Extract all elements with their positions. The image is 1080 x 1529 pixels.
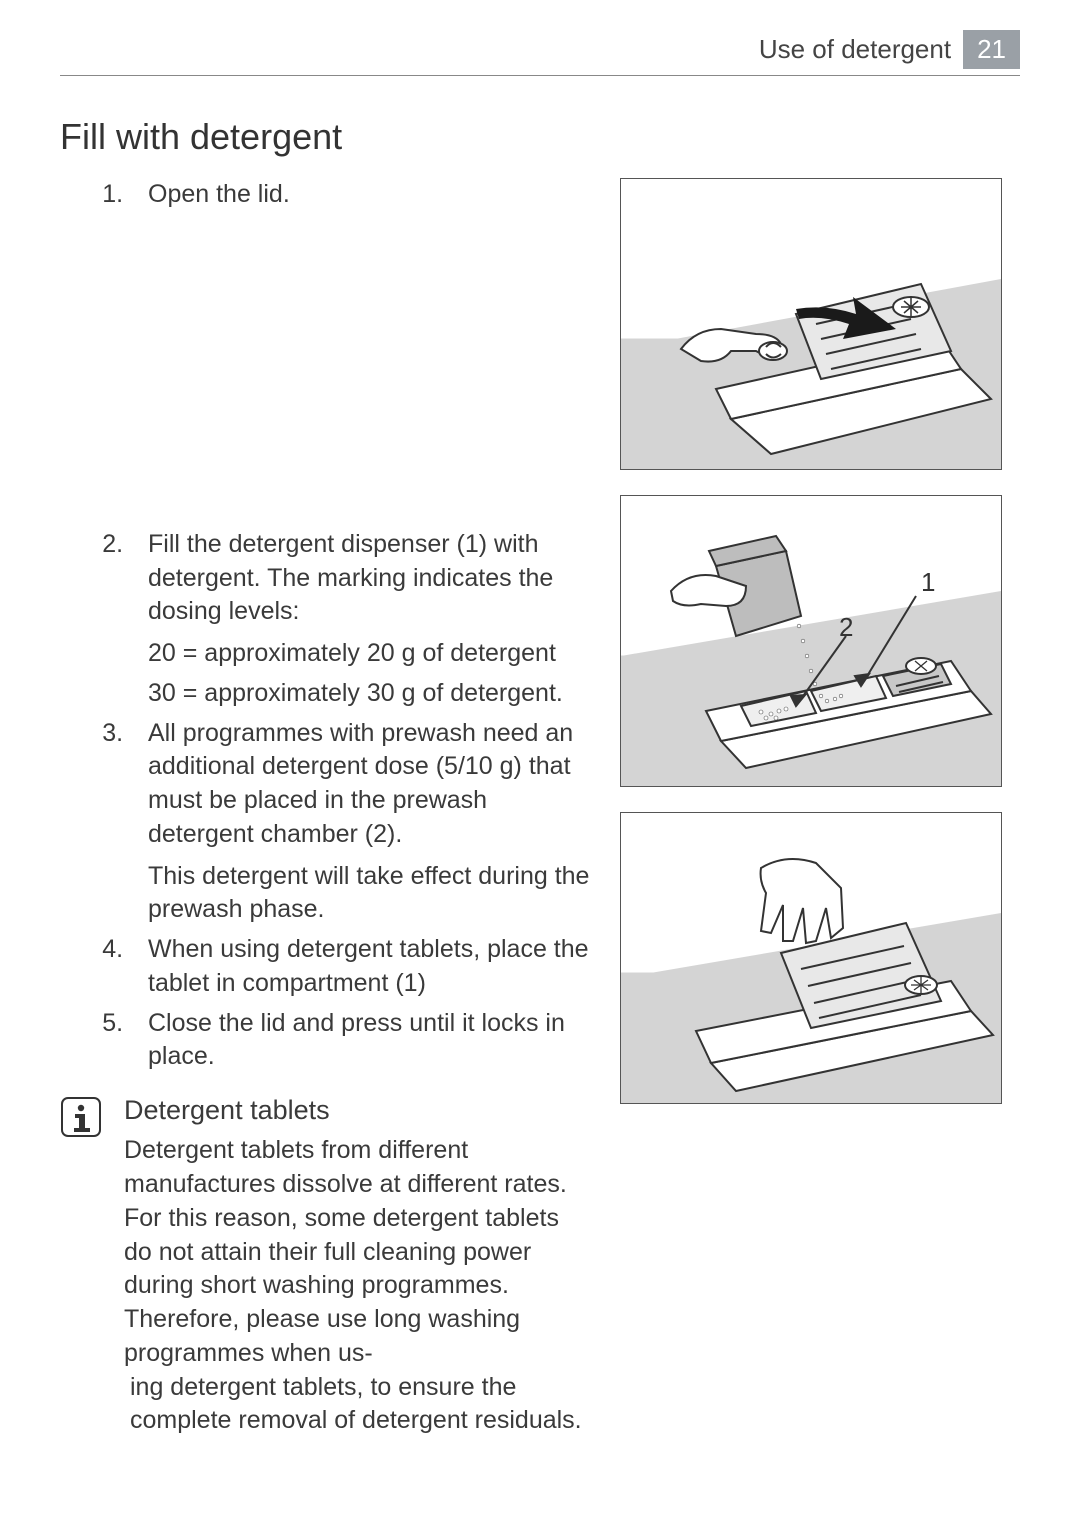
info-text: Detergent tablets Detergent tablets from… <box>124 1092 590 1371</box>
illustration-fill-detergent: 1 2 <box>620 495 1002 787</box>
section-title: Fill with detergent <box>60 116 1020 158</box>
header-title: Use of detergent <box>759 34 951 65</box>
step-1: Open the lid. <box>130 178 590 522</box>
after-text: This detergent will take effect during t… <box>148 860 590 928</box>
step-2: Fill the detergent dispenser (1) with de… <box>130 528 590 711</box>
page-number: 21 <box>963 30 1020 69</box>
step-text: Open the lid. <box>148 180 290 208</box>
info-continuation: ing detergent tablets, to ensure the com… <box>60 1371 590 1439</box>
step-after: This detergent will take effect during t… <box>148 860 590 928</box>
illustration-column: 1 2 <box>620 178 1020 1104</box>
label-1: 1 <box>921 567 935 597</box>
step-sublines: 20 = approximately 20 g of detergent 30 … <box>148 637 590 711</box>
step-4: When using detergent tablets, place the … <box>130 933 590 1001</box>
step-5: Close the lid and press until it locks i… <box>130 1007 590 1075</box>
steps-list: Open the lid. Fill the detergent dispens… <box>60 178 590 1074</box>
step-text: Close the lid and press until it locks i… <box>148 1009 565 1071</box>
subline: 20 = approximately 20 g of detergent <box>148 637 590 671</box>
step-3: All programmes with prewash need an addi… <box>130 717 590 928</box>
page: Use of detergent 21 Fill with detergent … <box>0 0 1080 1478</box>
info-block: Detergent tablets Detergent tablets from… <box>60 1092 590 1371</box>
text-column: Open the lid. Fill the detergent dispens… <box>60 178 590 1438</box>
info-title: Detergent tablets <box>124 1092 590 1128</box>
info-body: Detergent tablets from different manufac… <box>124 1134 590 1370</box>
illustration-open-lid <box>620 178 1002 470</box>
spacer <box>148 212 590 522</box>
content-row: Open the lid. Fill the detergent dispens… <box>60 178 1020 1438</box>
info-icon <box>60 1096 102 1143</box>
step-text: Fill the detergent dispenser (1) with de… <box>148 530 553 626</box>
header: Use of detergent 21 <box>60 30 1020 76</box>
step-text: When using detergent tablets, place the … <box>148 935 589 997</box>
illustration-close-lid <box>620 812 1002 1104</box>
step-text: All programmes with prewash need an addi… <box>148 719 573 848</box>
subline: 30 = approximately 30 g of detergent. <box>148 677 590 711</box>
label-2: 2 <box>839 612 853 642</box>
